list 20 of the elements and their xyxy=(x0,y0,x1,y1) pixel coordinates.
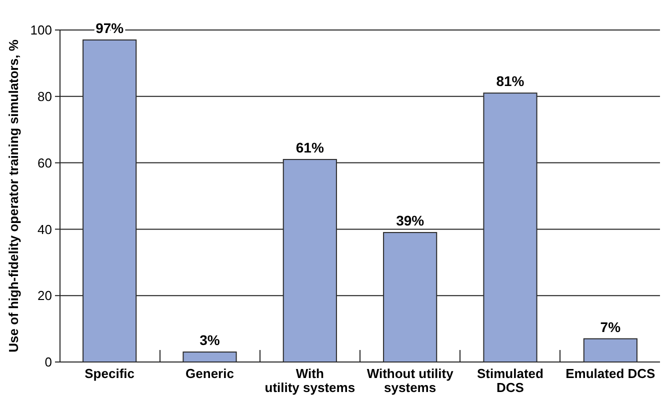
y-tick-label: 80 xyxy=(38,88,52,104)
y-tick-label: 100 xyxy=(30,22,52,38)
data-label: 7% xyxy=(600,318,622,335)
y-tick-label: 60 xyxy=(38,155,52,170)
y-tick-label: 20 xyxy=(38,288,52,304)
data-label: 39% xyxy=(396,212,425,229)
y-axis-title: Use of high-fidelity operator training simulators, % xyxy=(6,39,21,352)
y-tick-label: 40 xyxy=(38,222,52,237)
x-tick-label: Generic xyxy=(186,366,234,381)
x-tick-label: Stimulated DCS xyxy=(477,366,544,395)
x-tick-label: Without utility systems xyxy=(366,366,454,395)
x-tick-label: Emulated DCS xyxy=(566,366,656,381)
data-label: 81% xyxy=(496,73,525,90)
data-label: 3% xyxy=(200,332,220,348)
y-tick-label: 0 xyxy=(44,354,52,370)
x-tick-label: With utility systems xyxy=(264,366,356,395)
x-tick-label: Specific xyxy=(84,366,135,381)
bar xyxy=(182,352,237,362)
bar xyxy=(583,338,638,362)
data-label: 61% xyxy=(296,139,324,156)
